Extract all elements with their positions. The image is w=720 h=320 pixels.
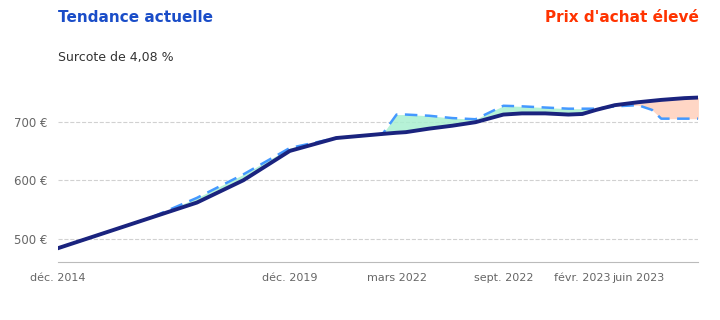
Legend: Prix d'achat, Valeur de reconstitution ⓘ: Prix d'achat, Valeur de reconstitution ⓘ — [63, 317, 338, 320]
Text: Surcote de 4,08 %: Surcote de 4,08 % — [58, 51, 174, 64]
Text: Prix d'achat élevé: Prix d'achat élevé — [544, 10, 698, 25]
Text: Tendance actuelle: Tendance actuelle — [58, 10, 212, 25]
